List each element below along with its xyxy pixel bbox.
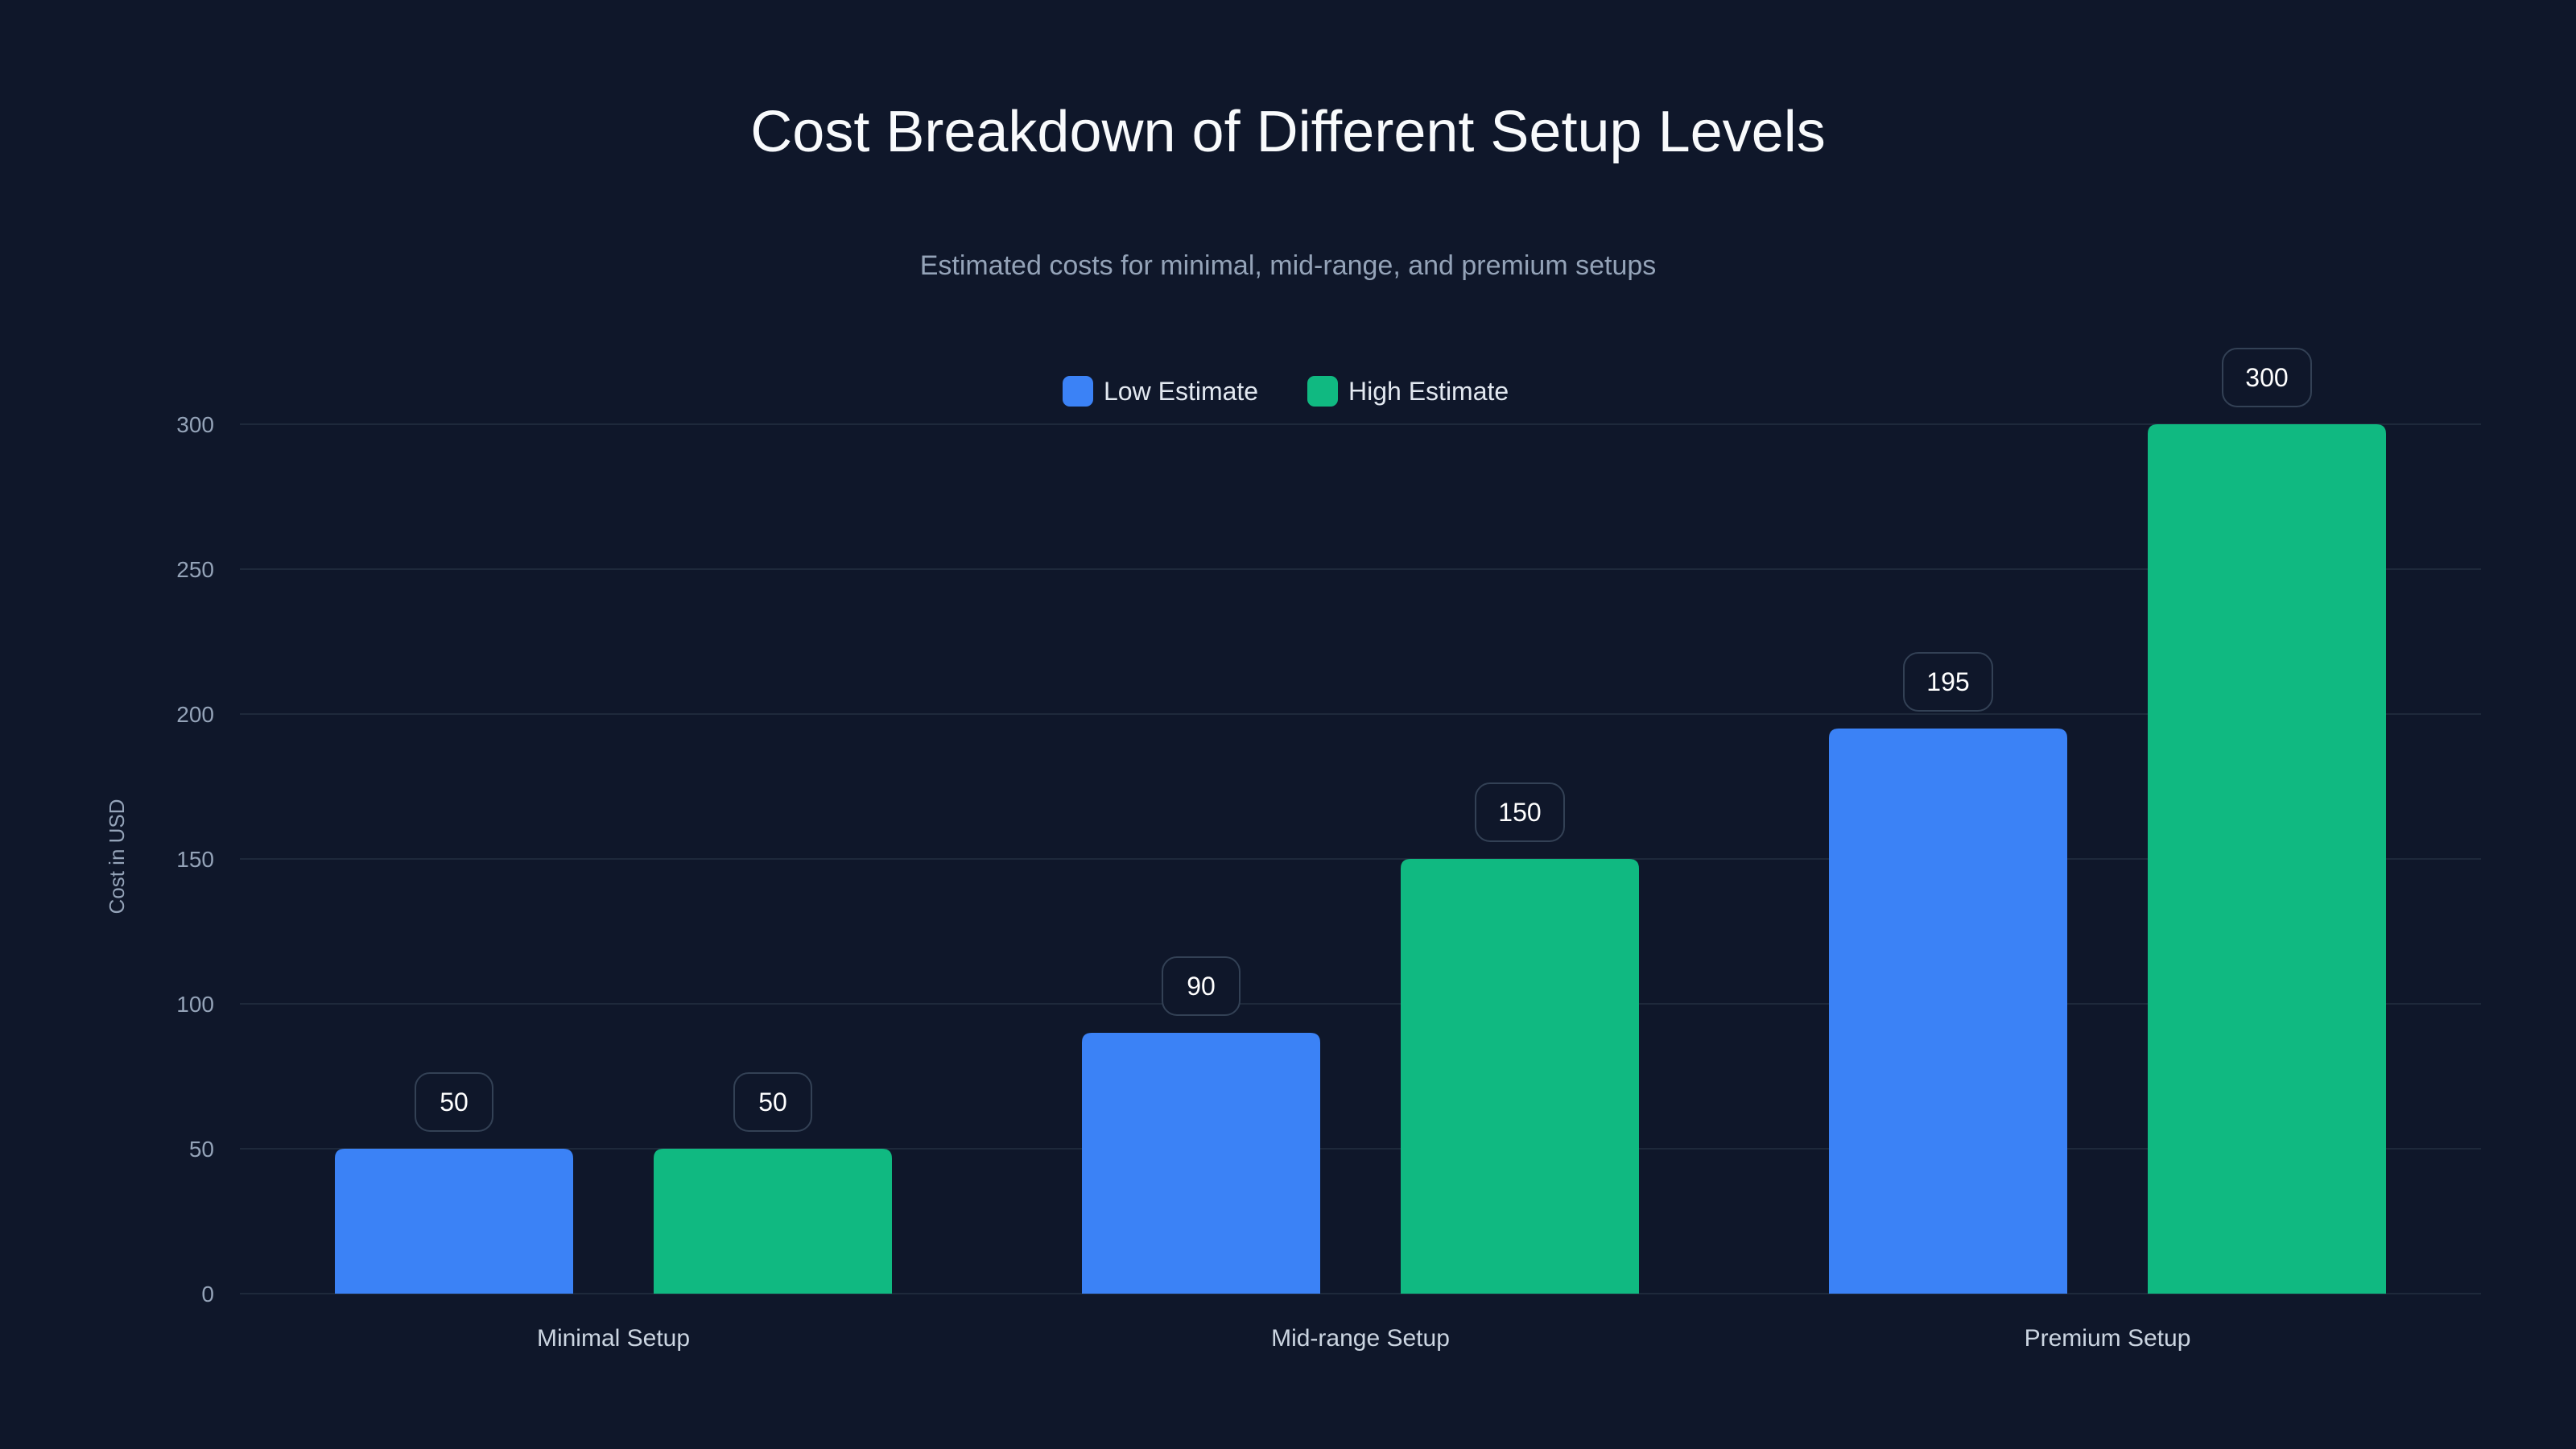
bar-low-estimate xyxy=(1829,729,2067,1294)
data-label-box xyxy=(415,1072,493,1132)
bar-high-estimate xyxy=(654,1149,892,1294)
legend: Low Estimate High Estimate xyxy=(1063,376,1509,407)
bar-high-estimate xyxy=(1401,859,1639,1294)
bar-high-estimate xyxy=(2148,424,2386,1294)
data-label-box xyxy=(1475,782,1565,842)
chart-title: Cost Breakdown of Different Setup Levels xyxy=(750,100,1825,164)
y-tick-label: 300 xyxy=(176,412,214,437)
data-label: 150 xyxy=(1498,798,1541,827)
data-label: 90 xyxy=(1187,972,1216,1001)
data-label-box xyxy=(1903,652,1993,712)
bar-low-estimate xyxy=(335,1149,573,1294)
legend-swatch xyxy=(1307,376,1338,407)
legend-swatch xyxy=(1063,376,1093,407)
y-tick-label: 0 xyxy=(201,1282,214,1307)
y-tick-label: 100 xyxy=(176,992,214,1017)
data-label-box xyxy=(1162,956,1241,1016)
legend-label: Low Estimate xyxy=(1104,377,1258,406)
data-label: 50 xyxy=(758,1088,787,1117)
data-label: 50 xyxy=(440,1088,469,1117)
y-tick-label: 200 xyxy=(176,702,214,727)
y-tick-label: 50 xyxy=(189,1137,214,1162)
legend-label: High Estimate xyxy=(1348,377,1509,406)
x-tick-label: Mid-range Setup xyxy=(1271,1325,1450,1352)
x-tick-label: Minimal Setup xyxy=(537,1325,690,1352)
y-tick-label: 150 xyxy=(176,847,214,872)
data-label: 300 xyxy=(2245,363,2288,392)
data-label-box xyxy=(733,1072,812,1132)
data-label: 195 xyxy=(1926,667,1969,696)
data-label-box xyxy=(2222,348,2312,407)
y-axis-label: Cost in USD xyxy=(105,799,129,914)
x-tick-label: Premium Setup xyxy=(2025,1325,2191,1352)
y-tick-label: 250 xyxy=(176,557,214,582)
bar-low-estimate xyxy=(1082,1033,1320,1294)
chart-subtitle: Estimated costs for minimal, mid-range, … xyxy=(920,250,1657,281)
